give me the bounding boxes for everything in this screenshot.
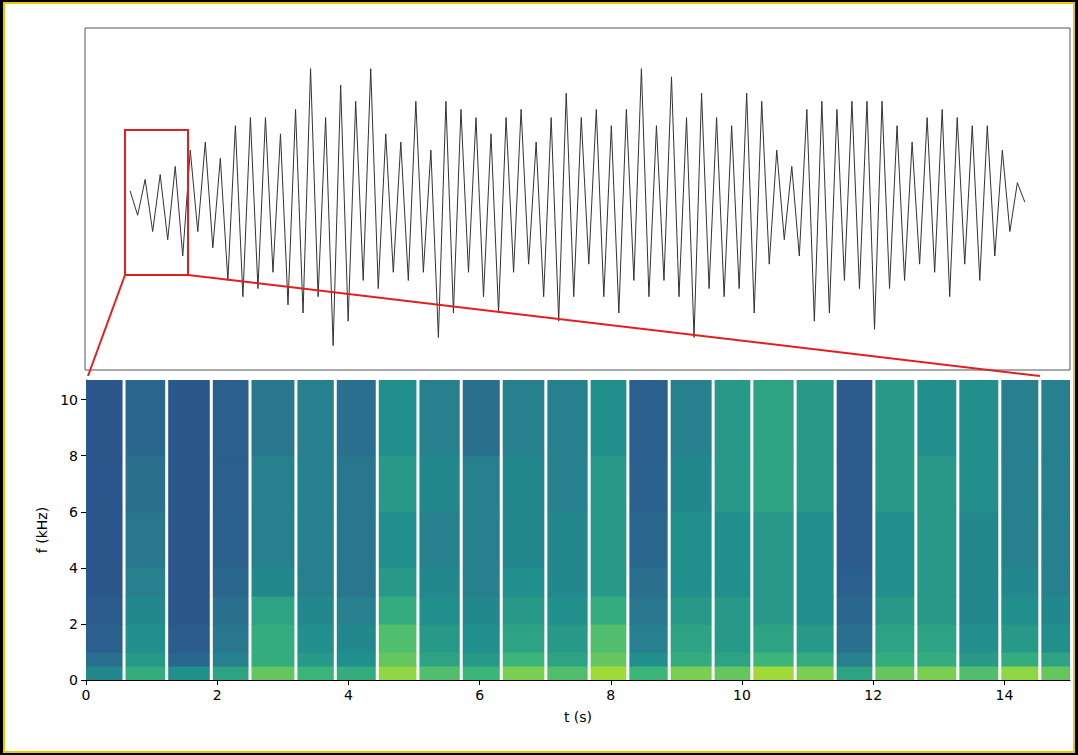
svg-text:0: 0 [69, 672, 78, 688]
svg-text:0: 0 [82, 687, 91, 703]
svg-text:10: 10 [60, 392, 78, 408]
svg-text:4: 4 [344, 687, 353, 703]
svg-text:t (s): t (s) [564, 709, 592, 725]
svg-text:4: 4 [69, 560, 78, 576]
svg-text:14: 14 [995, 687, 1013, 703]
svg-text:12: 12 [864, 687, 882, 703]
svg-text:6: 6 [69, 504, 78, 520]
svg-text:2: 2 [69, 616, 78, 632]
svg-text:f (kHz): f (kHz) [34, 507, 50, 553]
svg-text:10: 10 [733, 687, 751, 703]
svg-text:2: 2 [213, 687, 222, 703]
svg-text:8: 8 [606, 687, 615, 703]
svg-text:8: 8 [69, 448, 78, 464]
svg-text:6: 6 [475, 687, 484, 703]
